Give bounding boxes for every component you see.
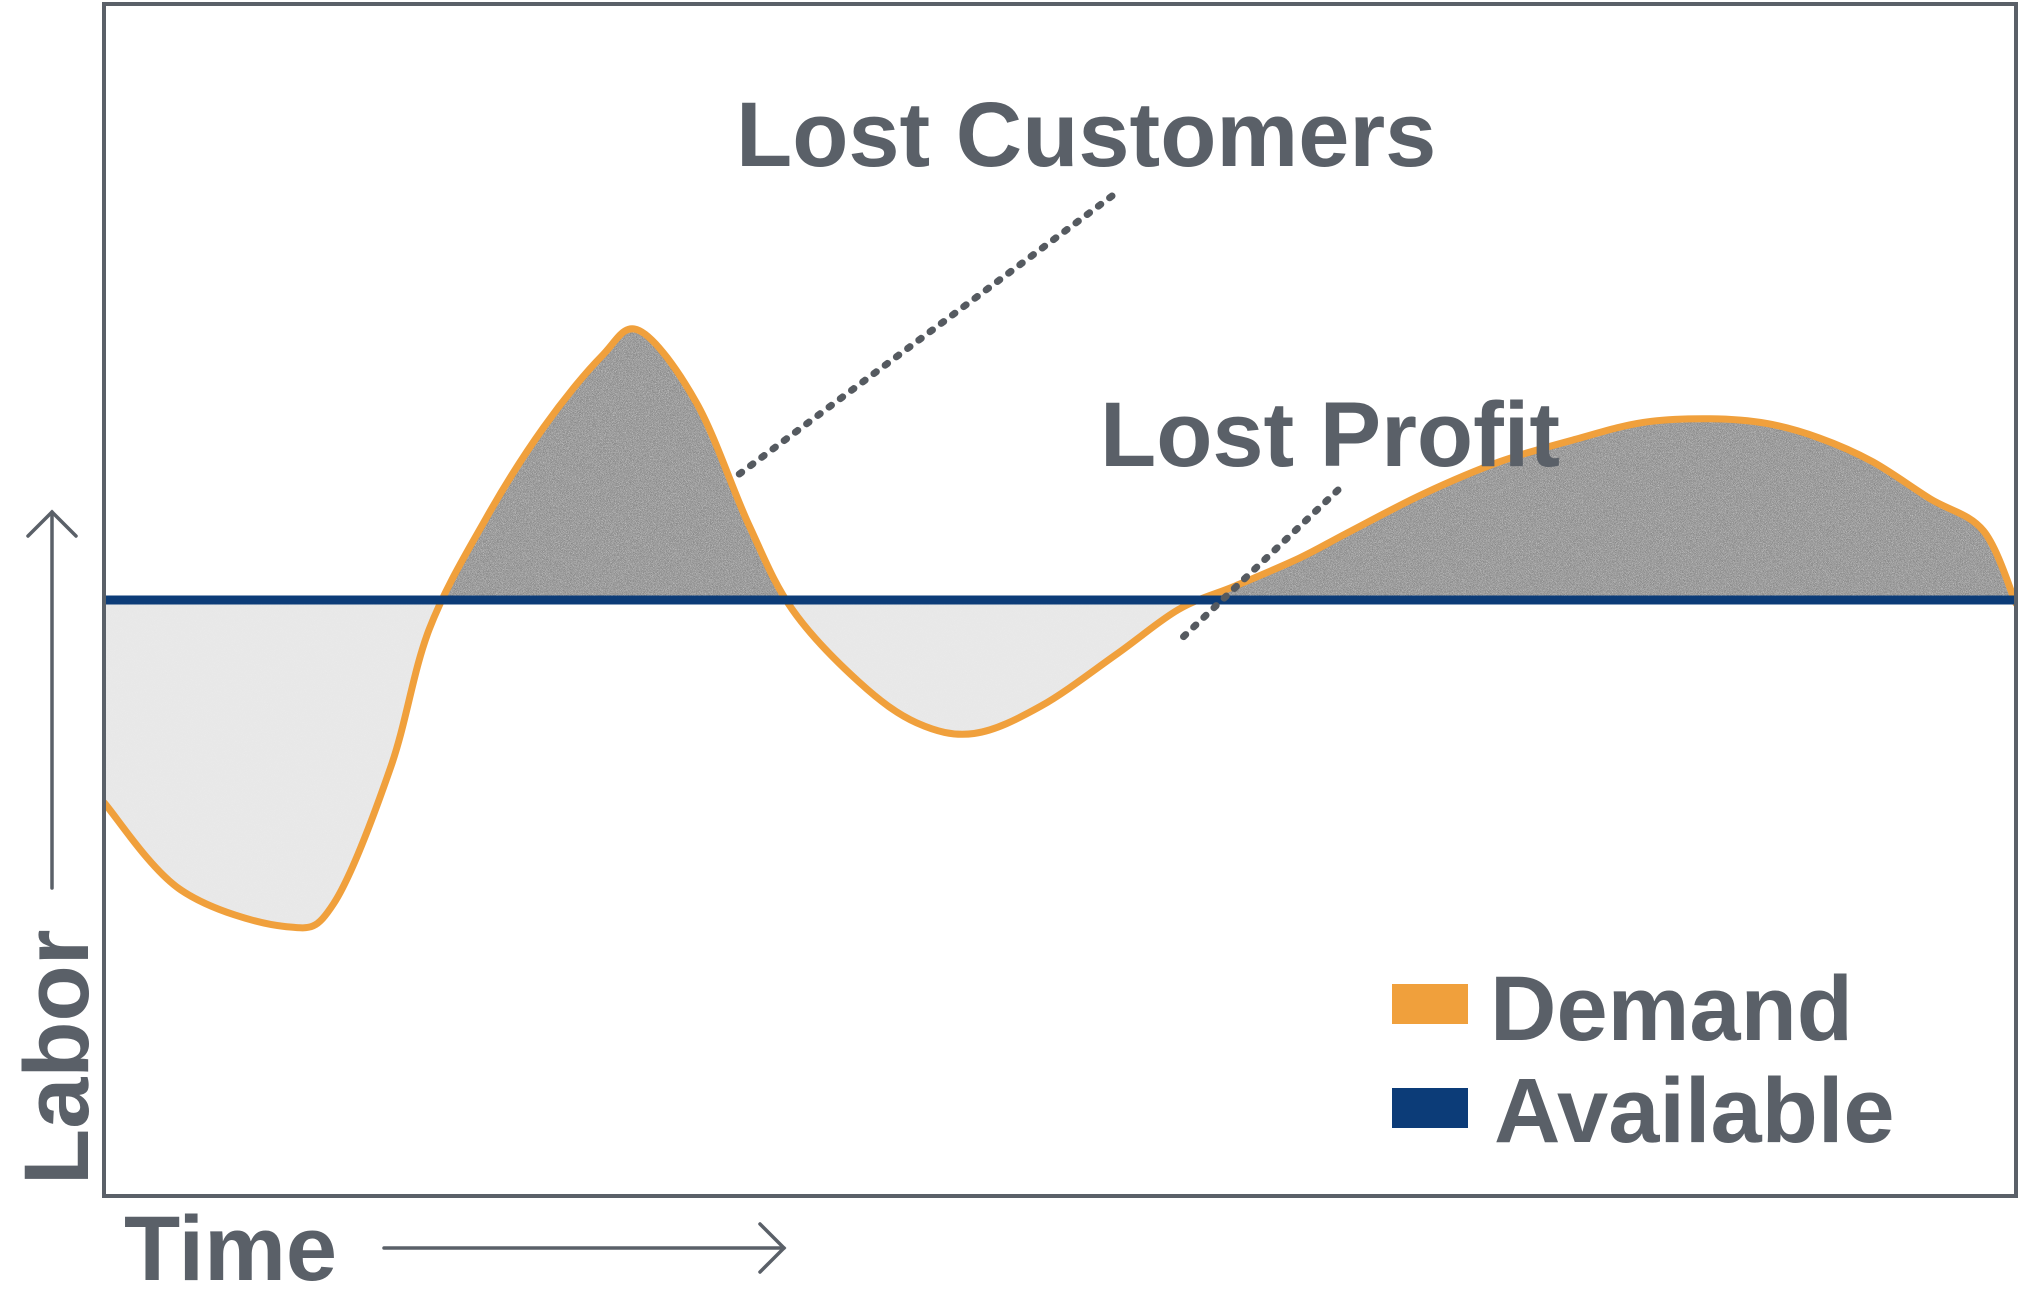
plot-lines [104,325,2016,932]
y-axis-label: Labor [6,929,108,1185]
lost-profit-annotation: Lost Profit [1100,384,1560,486]
x-axis-label: Time [124,1198,337,1300]
demand-line [104,325,2016,932]
lost-customers-annotation: Lost Customers [736,84,1436,186]
legend-swatch-demand [1392,984,1468,1024]
x-axis-arrow-icon [382,1222,787,1274]
lost-customers-leader [730,192,1116,482]
legend-label-available: Available [1494,1060,1895,1162]
y-axis-arrow-icon [26,509,78,890]
legend-label-demand: Demand [1490,958,1853,1060]
plot-frame [102,2,2018,1198]
legend-swatch-available [1392,1088,1468,1128]
lost-profit-leader [1176,486,1342,644]
legend: Demand Available [1392,958,1895,1162]
